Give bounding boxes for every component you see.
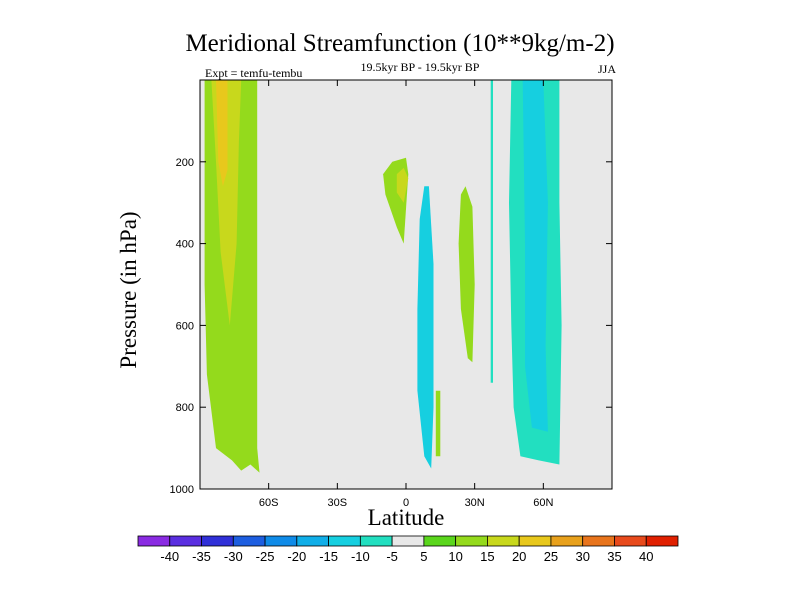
colorbar-swatch — [232, 535, 266, 547]
colorbar-label: -35 — [192, 549, 211, 564]
x-axis-label: Latitude — [367, 505, 445, 530]
colorbar-label: -30 — [224, 549, 243, 564]
x-tick-label: 60N — [533, 497, 553, 509]
colorbar-label: -10 — [351, 549, 370, 564]
colorbar-label: -40 — [160, 549, 179, 564]
colorbar-swatch — [614, 535, 647, 547]
colorbar-swatch — [391, 535, 425, 547]
colorbar-swatch — [296, 535, 329, 547]
contour-regions — [204, 80, 562, 473]
colorbar-swatch — [455, 535, 488, 547]
colorbar-label: 40 — [639, 549, 653, 564]
colorbar-label: -15 — [319, 549, 338, 564]
contour-region-small-positive-cell — [435, 390, 441, 457]
contour-region-northern-negative-core — [522, 80, 548, 432]
contour-region-thin-negative-cell — [490, 80, 493, 383]
y-tick-label: 600 — [176, 320, 194, 332]
colorbar-swatch — [582, 535, 615, 547]
colorbar-swatch — [423, 535, 457, 547]
colorbar-swatch — [201, 535, 234, 547]
chart-subtitle: 19.5kyr BP - 19.5kyr BP — [360, 60, 480, 74]
colorbar-swatch — [359, 535, 393, 547]
y-tick-label: 200 — [176, 157, 194, 169]
colorbar-swatch — [137, 535, 171, 547]
colorbar-swatch — [328, 535, 361, 547]
colorbar-label: 20 — [512, 549, 526, 564]
contour-region-equatorial-positive-core — [396, 167, 409, 203]
y-tick-label: 800 — [176, 402, 194, 414]
colorbar-label: 35 — [607, 549, 621, 564]
colorbar-label: -25 — [256, 549, 275, 564]
colorbar-label: 25 — [544, 549, 558, 564]
x-tick-label: 60S — [259, 497, 279, 509]
colorbar: -40 -35 -30 -25 -20 -15 -10 -5 5 10 15 20 25 30 35 40 — [137, 535, 679, 564]
colorbar-swatch — [645, 535, 679, 547]
season-annotation: JJA — [597, 62, 616, 76]
colorbar-swatch — [487, 535, 520, 547]
x-tick-label: 0 — [403, 497, 409, 509]
colorbar-label: 15 — [480, 549, 494, 564]
colorbar-swatch — [264, 535, 298, 547]
contour-region-southern-positive-inner — [216, 80, 228, 187]
contour-region-subtropical-positive-cell — [458, 186, 475, 363]
colorbar-label: 10 — [448, 549, 462, 564]
contour-region-narrow-negative-cell — [417, 186, 434, 469]
colorbar-swatch — [518, 535, 552, 547]
colorbar-swatch — [550, 535, 584, 547]
colorbar-label: 5 — [420, 549, 427, 564]
axes: 60S 30S 0 30N 60N 200 400 600 800 1000 — [170, 80, 612, 509]
colorbar-label: -20 — [287, 549, 306, 564]
x-tick-label: 30S — [328, 497, 348, 509]
chart-title: Meridional Streamfunction (10**9kg/m-2) — [185, 30, 615, 57]
colorbar-swatch — [169, 535, 202, 547]
x-tick-label: 30N — [465, 497, 485, 509]
colorbar-label: 30 — [575, 549, 589, 564]
experiment-annotation: Expt = temfu-tembu — [205, 66, 303, 80]
colorbar-label: -5 — [386, 549, 398, 564]
y-tick-label: 1000 — [170, 484, 194, 496]
y-tick-label: 400 — [176, 239, 194, 251]
